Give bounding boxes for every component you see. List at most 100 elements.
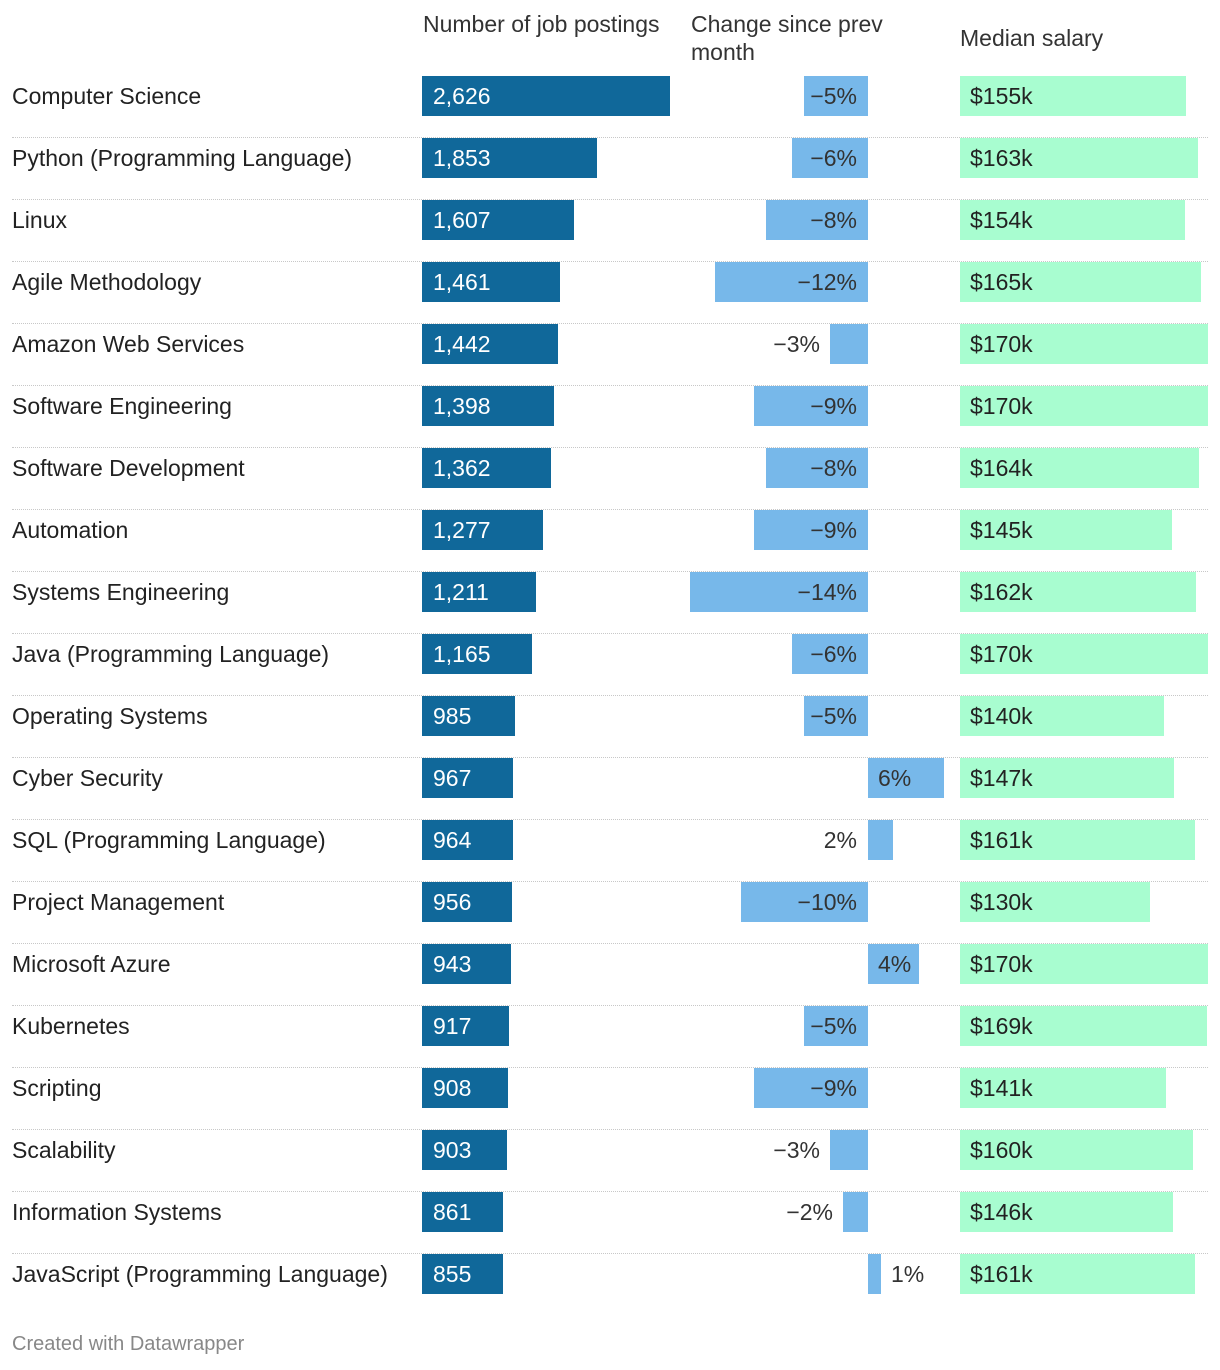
row-divider — [12, 571, 1208, 572]
row-divider — [12, 385, 1208, 386]
skill-label: Kubernetes — [12, 1013, 130, 1039]
change-value: −8% — [810, 455, 857, 481]
change-value: 4% — [878, 951, 912, 977]
salary-bar — [960, 386, 1208, 426]
postings-bar — [422, 448, 551, 488]
postings-value: 1,277 — [433, 517, 491, 543]
salary-value: $165k — [970, 269, 1033, 295]
salary-bar — [960, 944, 1208, 984]
salary-bar — [960, 572, 1196, 612]
row-divider — [12, 757, 1208, 758]
salary-value: $145k — [970, 517, 1033, 543]
postings-value: 908 — [433, 1075, 472, 1101]
salary-value: $140k — [970, 703, 1033, 729]
salary-bar — [960, 200, 1185, 240]
postings-bar — [422, 76, 670, 116]
postings-value: 1,362 — [433, 455, 491, 481]
postings-value: 917 — [433, 1013, 472, 1039]
change-bar — [792, 634, 868, 674]
skill-label: Agile Methodology — [12, 269, 202, 295]
change-value: −2% — [786, 1199, 833, 1225]
skill-label: Cyber Security — [12, 765, 163, 791]
change-bar — [843, 1192, 868, 1232]
table-row: Project Management 956 −10% $130k — [0, 882, 1220, 944]
row-divider — [12, 943, 1208, 944]
salary-bar — [960, 882, 1150, 922]
change-bar — [754, 386, 868, 426]
footer-credit: Created with Datawrapper — [12, 1333, 245, 1355]
change-value: 6% — [878, 765, 912, 791]
postings-value: 861 — [433, 1199, 472, 1225]
salary-value: $170k — [970, 951, 1033, 977]
skill-label: JavaScript (Programming Language) — [12, 1261, 388, 1287]
skill-label: Python (Programming Language) — [12, 145, 353, 171]
table-row: Kubernetes 917 −5% $169k — [0, 1006, 1220, 1068]
skill-label: Microsoft Azure — [12, 951, 171, 977]
salary-bar — [960, 758, 1174, 798]
table-row: Scalability 903 −3% $160k — [0, 1130, 1220, 1192]
salary-value: $130k — [970, 889, 1033, 915]
postings-value: 1,853 — [433, 145, 491, 171]
postings-value: 1,398 — [433, 393, 491, 419]
postings-bar — [422, 696, 515, 736]
change-bar — [766, 200, 868, 240]
salary-value: $170k — [970, 641, 1033, 667]
change-bar — [754, 1068, 868, 1108]
change-value: −9% — [810, 1075, 857, 1101]
row-divider — [12, 1067, 1208, 1068]
table-row: SQL (Programming Language) 964 2% $161k — [0, 820, 1220, 882]
change-bar — [830, 324, 868, 364]
postings-bar — [422, 510, 543, 550]
table-row: Software Engineering 1,398 −9% $170k — [0, 386, 1220, 448]
skill-label: Computer Science — [12, 83, 202, 109]
table-row: Automation 1,277 −9% $145k — [0, 510, 1220, 572]
change-bar — [741, 882, 868, 922]
salary-value: $146k — [970, 1199, 1033, 1225]
change-bar — [690, 572, 868, 612]
change-value: −3% — [773, 1137, 820, 1163]
salary-bar — [960, 448, 1199, 488]
change-value: −14% — [797, 579, 857, 605]
row-divider — [12, 1005, 1208, 1006]
row-divider — [12, 137, 1208, 138]
change-bar — [715, 262, 868, 302]
postings-value: 1,442 — [433, 331, 491, 357]
change-value: −9% — [810, 393, 857, 419]
skill-label: Operating Systems — [12, 703, 208, 729]
change-bar — [792, 138, 868, 178]
salary-bar — [960, 634, 1208, 674]
salary-value: $154k — [970, 207, 1033, 233]
salary-column-header: Median salary — [960, 25, 1104, 51]
salary-bar — [960, 1068, 1166, 1108]
salary-bar — [960, 76, 1186, 116]
postings-value: 964 — [433, 827, 472, 853]
postings-bar — [422, 758, 513, 798]
change-bar — [766, 448, 868, 488]
postings-value: 943 — [433, 951, 472, 977]
salary-bar — [960, 138, 1198, 178]
postings-bar — [422, 1130, 507, 1170]
postings-value: 956 — [433, 889, 472, 915]
postings-value: 855 — [433, 1261, 472, 1287]
postings-bar — [422, 634, 532, 674]
change-value: −5% — [810, 1013, 857, 1039]
salary-bar — [960, 1006, 1207, 1046]
row-divider — [12, 199, 1208, 200]
postings-bar — [422, 386, 554, 426]
postings-value: 2,626 — [433, 83, 491, 109]
salary-value: $161k — [970, 1261, 1033, 1287]
skill-label: Scripting — [12, 1075, 102, 1101]
postings-value: 967 — [433, 765, 472, 791]
table-row: Cyber Security 967 6% $147k — [0, 758, 1220, 820]
postings-value: 1,461 — [433, 269, 491, 295]
table-row: Software Development 1,362 −8% $164k — [0, 448, 1220, 510]
change-bar — [804, 76, 868, 116]
salary-bar — [960, 324, 1208, 364]
salary-value: $161k — [970, 827, 1033, 853]
postings-bar — [422, 262, 560, 302]
table-row: Python (Programming Language) 1,853 −6% $16… — [0, 138, 1220, 200]
skill-label: Linux — [12, 207, 67, 233]
change-bar — [754, 510, 868, 550]
postings-bar — [422, 324, 558, 364]
postings-bar — [422, 882, 512, 922]
